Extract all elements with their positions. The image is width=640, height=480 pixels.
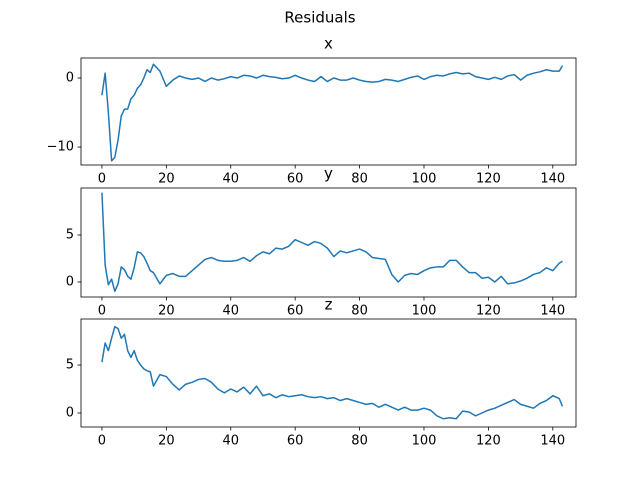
- x-tick-label: 20: [158, 304, 175, 319]
- x-tick-label: 0: [98, 434, 106, 449]
- x-tick-label: 80: [351, 304, 368, 319]
- x-tick-label: 120: [476, 434, 501, 449]
- y-tick-label: 0: [66, 274, 74, 289]
- x-tick-label: 100: [412, 304, 437, 319]
- x-tick-label: 40: [222, 172, 239, 187]
- x-tick-label: 0: [98, 304, 106, 319]
- data-line: [101, 63, 564, 162]
- x-tick-label: 100: [412, 172, 437, 187]
- x-tick-label: 80: [351, 172, 368, 187]
- x-tick-label: 120: [476, 172, 501, 187]
- x-tick-label: 60: [287, 304, 304, 319]
- x-tick-label: 80: [351, 434, 368, 449]
- subplot-title: z: [325, 296, 333, 314]
- x-tick-label: 140: [540, 172, 565, 187]
- axes-frame: [80, 187, 577, 298]
- y-tick-label: 5: [66, 227, 74, 242]
- y-tick-label: 0: [66, 405, 74, 420]
- x-tick-label: 20: [158, 172, 175, 187]
- figure-title: Residuals: [284, 9, 355, 27]
- x-tick-label: 40: [222, 304, 239, 319]
- x-tick-label: 40: [222, 434, 239, 449]
- x-tick-label: 140: [540, 434, 565, 449]
- subplot-title: x: [324, 35, 333, 53]
- axes-frame: [80, 57, 577, 166]
- x-tick-label: 100: [412, 434, 437, 449]
- y-tick-label: 5: [66, 358, 74, 373]
- x-tick-label: 60: [287, 172, 304, 187]
- data-line: [101, 192, 563, 293]
- y-tick-label: −10: [47, 140, 74, 155]
- x-tick-label: 20: [158, 434, 175, 449]
- axes-frame: [80, 318, 577, 428]
- subplot-title: y: [324, 165, 333, 183]
- x-tick-label: 140: [540, 304, 565, 319]
- x-tick-label: 120: [476, 304, 501, 319]
- x-tick-label: 0: [98, 172, 106, 187]
- data-line: [101, 325, 564, 420]
- y-tick-label: 0: [66, 71, 74, 86]
- x-tick-label: 60: [287, 434, 304, 449]
